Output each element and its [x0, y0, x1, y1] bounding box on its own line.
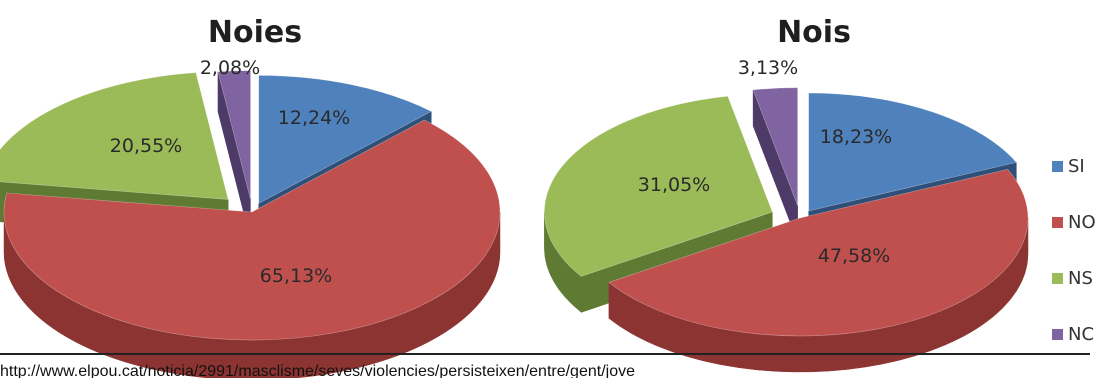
legend-label-si: SI — [1068, 156, 1085, 177]
legend-label-ns: NS — [1068, 268, 1093, 289]
legend-swatch-si — [1052, 161, 1063, 172]
slice-label-noies-nc: 2,08% — [200, 57, 260, 79]
legend-swatch-nc — [1052, 329, 1063, 340]
pie-slice-noies-no — [3, 119, 501, 378]
slice-label-noies-si: 12,24% — [278, 107, 350, 129]
slice-label-nois-nc: 3,13% — [738, 57, 798, 79]
pie-slice-top-nois-nc — [752, 87, 798, 206]
slice-label-nois-ns: 31,05% — [638, 174, 710, 196]
legend-label-nc: NC — [1068, 324, 1094, 345]
pie-slice-noies-nc — [217, 70, 251, 239]
chart-title-nois: Nois — [777, 15, 851, 50]
pie-slice-top-noies-no — [3, 119, 501, 341]
pie-slice-nois-no — [608, 168, 1029, 373]
slice-label-nois-si: 18,23% — [820, 126, 892, 148]
legend-label-no: NO — [1068, 212, 1096, 233]
legend-swatch-ns — [1052, 273, 1063, 284]
slice-label-noies-ns: 20,55% — [110, 135, 182, 157]
pie-slice-top-nois-no — [608, 168, 1029, 337]
legend-item-ns: NS — [1052, 268, 1093, 289]
legend-item-si: SI — [1052, 156, 1085, 177]
pie-slice-top-noies-ns — [0, 72, 229, 200]
pie-chart-noies: 12,24% 65,13% 20,55% 2,08% — [0, 57, 501, 378]
pie-slice-nois-nc — [752, 87, 798, 242]
pie-slice-top-nois-si — [808, 92, 1017, 212]
chart-title-noies: Noies — [208, 15, 302, 50]
legend-item-nc: NC — [1052, 324, 1094, 345]
source-url: http://www.elpou.cat/noticia/2991/mascli… — [0, 363, 635, 378]
pie-chart-nois: 18,23% 47,58% 31,05% 3,13% — [544, 57, 1029, 373]
slice-label-nois-no: 47,58% — [818, 245, 890, 267]
pie-slice-top-noies-si — [258, 75, 432, 204]
legend-swatch-no — [1052, 217, 1063, 228]
pie-slice-top-nois-ns — [544, 95, 773, 277]
pie-slice-top-noies-nc — [217, 70, 251, 199]
slice-label-noies-no: 65,13% — [260, 265, 332, 287]
legend: SI NO NS NC — [1052, 156, 1096, 345]
legend-item-no: NO — [1052, 212, 1096, 233]
